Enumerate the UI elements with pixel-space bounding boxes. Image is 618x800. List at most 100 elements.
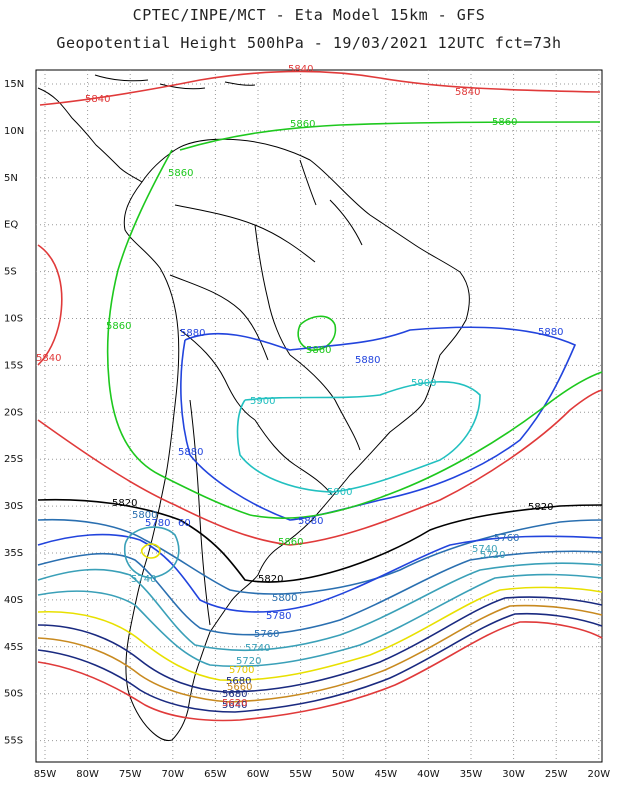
contour-5840-south-west [37, 419, 291, 546]
lon-tick-label: 60W [247, 769, 270, 780]
contour-5820 [37, 498, 603, 583]
contour-label: 5720 [480, 550, 505, 561]
contour-5760 [37, 550, 603, 636]
contour-label: 5880 [538, 327, 563, 338]
chart-title: CPTEC/INPE/MCT - Eta Model 15km - GFS [132, 6, 486, 24]
contour-label: 5840 [85, 94, 110, 105]
contour-label: 5740 [131, 574, 156, 585]
lon-tick-label: 70W [161, 769, 184, 780]
country-border-5 [289, 354, 361, 451]
lon-tick-label: 65W [204, 769, 227, 780]
country-border-2 [169, 274, 269, 361]
lon-tick-label: 80W [76, 769, 99, 780]
contour-5860-small [297, 315, 337, 351]
country-border-3 [254, 224, 291, 356]
contour-label: 5760 [254, 629, 279, 640]
contour-label: 5780 [145, 518, 170, 529]
contour-5720 [37, 573, 603, 668]
contour-5640 [37, 612, 603, 713]
country-border-6 [254, 419, 333, 496]
lat-tick-label: 50S [4, 689, 23, 700]
contour-5660 [37, 604, 603, 703]
contour-label: 5860 [168, 168, 193, 179]
contour-label: 5640 [222, 700, 247, 711]
lon-tick-label: 25W [545, 769, 568, 780]
contour-5860-west [106, 149, 251, 516]
lat-tick-label: 5S [4, 267, 17, 278]
contour-label: 5760 [494, 533, 519, 544]
contour-label: 5820 [258, 574, 283, 585]
lat-tick-label: 5N [4, 173, 18, 184]
contour-label: 5800 [132, 510, 157, 521]
contour-label: 5900 [327, 487, 352, 498]
latitude-labels: 15N 10N 5N EQ 5S 10S 15S 20S 25S 30S 35S 40S 45S 50S 5… [4, 79, 24, 747]
lon-tick-label: 20W [587, 769, 610, 780]
caribbean-islands [94, 74, 256, 90]
contour-label: 5820 [528, 502, 553, 513]
contour-label: 5880 [298, 516, 323, 527]
lat-tick-label: 30S [4, 501, 23, 512]
contour-5740 [37, 562, 603, 651]
lat-tick-label: 35S [4, 548, 23, 559]
contour-label: 5840 [288, 64, 313, 75]
contour-5840-south [289, 389, 603, 546]
lat-tick-label: 55S [4, 736, 23, 747]
country-border-4 [179, 329, 256, 421]
contour-5680 [37, 596, 603, 693]
country-border-8 [329, 199, 363, 246]
contour-label: 5700 [229, 665, 254, 676]
contour-lines [37, 70, 603, 722]
lat-tick-label: 15N [4, 79, 24, 90]
contour-5840-west [37, 244, 63, 366]
contour-5860-north [179, 121, 601, 151]
contour-label: 5860 [290, 119, 315, 130]
contour-label: 5740 [472, 544, 497, 555]
contour-label: 5660 [227, 682, 252, 693]
contour-label: 5800 [272, 593, 297, 604]
contour-low-ring [123, 526, 180, 579]
contour-label: 5860 [492, 117, 517, 128]
contour-5900 [236, 381, 481, 493]
contour-label: 5840 [455, 87, 480, 98]
contour-labels: 5840 5840 5840 5840 5860 5860 5860 5860 … [36, 64, 563, 711]
lon-tick-label: 85W [34, 769, 57, 780]
chart-subtitle: Geopotential Height 500hPa - 19/03/2021 … [56, 34, 562, 52]
contour-label: 5620 [222, 698, 247, 709]
lat-tick-label: 40S [4, 595, 23, 606]
lon-tick-label: 35W [460, 769, 483, 780]
lon-tick-label: 50W [332, 769, 355, 780]
lon-tick-label: 40W [417, 769, 440, 780]
lat-tick-label: 45S [4, 642, 23, 653]
lon-tick-label: 45W [374, 769, 397, 780]
contour-label: 5880 [178, 447, 203, 458]
contour-5700 [37, 586, 603, 682]
lat-tick-label: 10N [4, 126, 24, 137]
contour-label: 5820 [112, 498, 137, 509]
contour-label: 5780 [266, 611, 291, 622]
contour-label: 5860 [306, 345, 331, 356]
lon-tick-label: 30W [502, 769, 525, 780]
contour-label: 5860 [106, 321, 131, 332]
contour-5620 [37, 621, 603, 722]
contour-label: 60 [178, 518, 191, 529]
contour-label: 5900 [411, 378, 436, 389]
contour-label: 5720 [236, 656, 261, 667]
longitude-labels: 85W 80W 75W 70W 65W 60W 55W 50W 45W 40W 35W 30W 25W 2… [34, 769, 611, 780]
lat-tick-label: 15S [4, 360, 23, 371]
lat-tick-label: EQ [4, 220, 18, 231]
south-america-coast [123, 138, 470, 741]
lat-tick-label: 20S [4, 407, 23, 418]
lat-tick-label: 10S [4, 314, 23, 325]
contour-label: 5860 [278, 537, 303, 548]
contour-label: 5900 [250, 396, 275, 407]
contour-5860-south [249, 371, 603, 519]
contour-5880 [180, 326, 577, 521]
contour-label: 5680 [226, 676, 251, 687]
contour-label: 5880 [355, 355, 380, 366]
contour-5780 [37, 533, 603, 613]
contour-label: 5680 [222, 689, 247, 700]
country-border-9 [299, 159, 317, 206]
contour-low-center [140, 543, 161, 559]
lon-tick-label: 55W [289, 769, 312, 780]
